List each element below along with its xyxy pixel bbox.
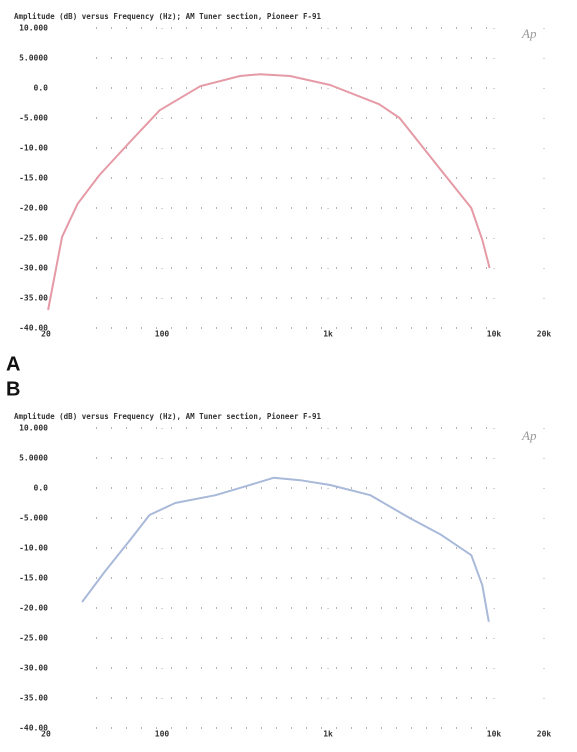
- y-tick-label: -25.00: [19, 634, 48, 643]
- y-tick-label: -25.00: [19, 234, 48, 243]
- x-tick-label: 10k: [487, 330, 502, 339]
- x-tick-label: 100: [155, 330, 170, 339]
- y-tick-label: 0.0: [34, 84, 49, 93]
- y-tick-label: -15.00: [19, 174, 48, 183]
- x-tick-label: 1k: [323, 330, 333, 339]
- panel-label: B: [6, 378, 20, 400]
- y-tick-label: -40.00: [19, 324, 48, 333]
- data-line: [81, 476, 490, 622]
- chart-title: Amplitude (dB) versus Frequency (Hz), AM…: [14, 412, 322, 421]
- y-tick-label: -40.00: [19, 724, 48, 733]
- x-tick-label: 100: [155, 730, 170, 739]
- x-tick-label: 20k: [537, 330, 552, 339]
- y-tick-label: 10.000: [19, 424, 48, 433]
- y-tick-label: -35.00: [19, 294, 48, 303]
- y-tick-label: -30.00: [19, 664, 48, 673]
- x-tick-label: 1k: [323, 730, 333, 739]
- y-tick-label: 5.0000: [19, 54, 48, 63]
- chart-title: Amplitude (dB) versus Frequency (Hz); AM…: [14, 12, 322, 21]
- y-tick-label: -20.00: [19, 604, 48, 613]
- x-tick-label: 10k: [487, 730, 502, 739]
- y-tick-label: -10.00: [19, 144, 48, 153]
- y-tick-label: -35.00: [19, 694, 48, 703]
- y-tick-label: 0.0: [34, 484, 49, 493]
- y-tick-label: -5.000: [19, 114, 48, 123]
- panel-label: A: [6, 353, 20, 375]
- y-tick-label: -20.00: [19, 204, 48, 213]
- x-tick-label: 20: [41, 330, 51, 339]
- y-tick-label: -15.00: [19, 574, 48, 583]
- logo: Ap: [521, 428, 537, 443]
- y-tick-label: -30.00: [19, 264, 48, 273]
- y-tick-label: -5.000: [19, 514, 48, 523]
- logo: Ap: [521, 26, 537, 41]
- x-tick-label: 20: [41, 730, 51, 739]
- y-tick-label: 5.0000: [19, 454, 48, 463]
- y-tick-label: -10.00: [19, 544, 48, 553]
- x-tick-label: 20k: [537, 730, 552, 739]
- data-line: [47, 73, 491, 311]
- y-tick-label: 10.000: [19, 24, 48, 33]
